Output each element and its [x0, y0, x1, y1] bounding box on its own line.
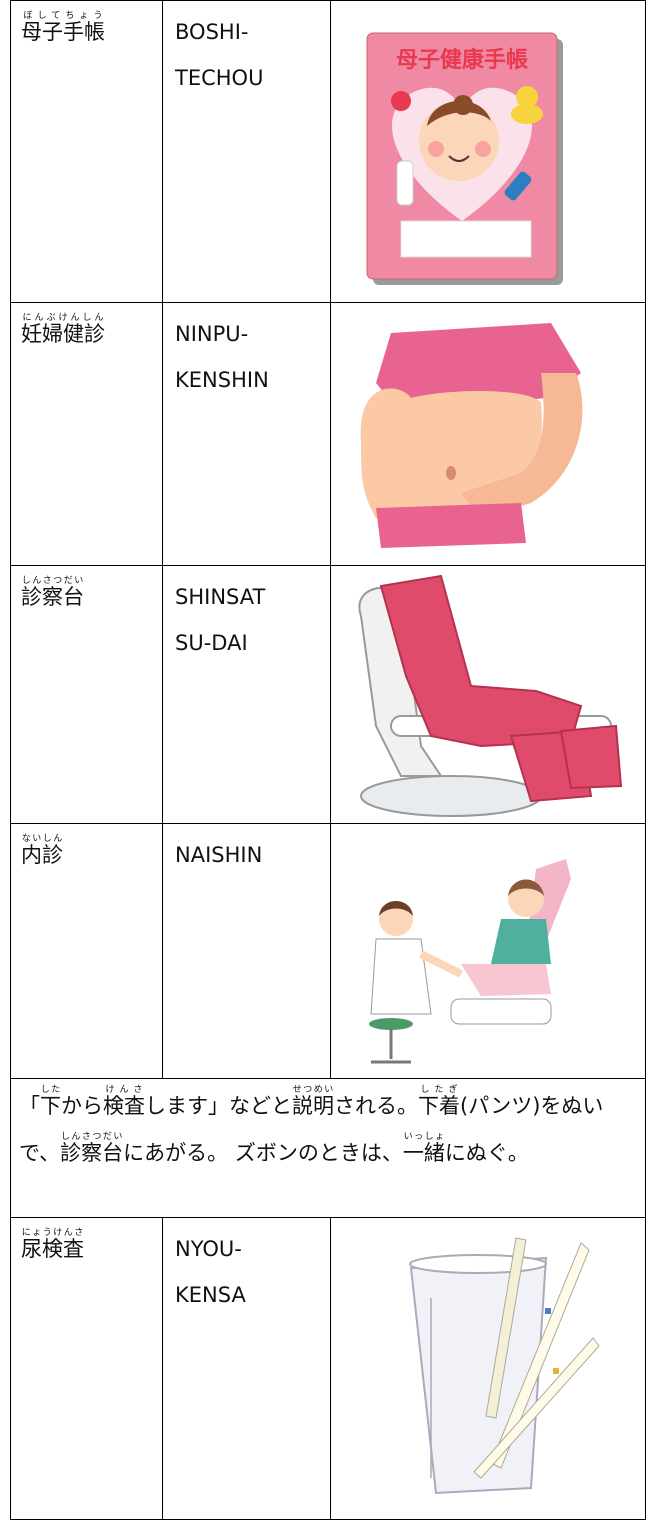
- romaji-cell: NYOU- KENSA: [162, 1217, 331, 1520]
- romaji: SU-DAI: [175, 631, 248, 655]
- note-reading: したぎ: [418, 1085, 460, 1095]
- chair-illustration: [358, 574, 623, 817]
- book-illustration: 母子健康手帳: [366, 32, 563, 285]
- row: 内診ないしん NAISHIN: [10, 823, 646, 1079]
- note-ruby: 診察台しんさつだい: [60, 1133, 124, 1166]
- term-cell: 内診ないしん: [10, 823, 163, 1079]
- note-reading: いっしょ: [402, 1132, 445, 1142]
- term-base: 妊婦健診: [21, 322, 105, 346]
- row: 診察台しんさつだい SHINSAT SU-DAI: [10, 565, 646, 824]
- exam-illustration: [369, 859, 571, 1064]
- term: 妊婦健診にんぷけんしん: [21, 314, 105, 347]
- cover-title: 母子健康手帳: [396, 47, 528, 73]
- term-ruby: にょうけんさ: [21, 1228, 84, 1238]
- note-ruby: 下着したぎ: [418, 1086, 460, 1119]
- term-cell: 診察台しんさつだい: [10, 565, 163, 824]
- term-cell: 母子手帳ぼしてちょう: [10, 0, 163, 303]
- note-reading: けんさ: [103, 1085, 145, 1095]
- term-ruby: にんぷけんしん: [21, 313, 105, 323]
- romaji-cell: SHINSAT SU-DAI: [162, 565, 331, 824]
- note-base: 検査: [103, 1094, 145, 1118]
- term-base: 診察台: [21, 585, 84, 609]
- term-cell: 妊婦健診にんぷけんしん: [10, 302, 163, 566]
- romaji: NINPU-: [175, 322, 249, 346]
- term: 内診ないしん: [21, 835, 63, 868]
- romaji: NAISHIN: [175, 843, 263, 867]
- note-base: 説明: [292, 1094, 334, 1118]
- note-reading: した: [40, 1085, 61, 1095]
- urine-cup-illustration: [409, 1237, 600, 1495]
- row: 尿検査にょうけんさ NYOU- KENSA: [10, 1217, 646, 1520]
- note-reading: しんさつだい: [60, 1132, 124, 1142]
- note-text: します」などと: [145, 1094, 292, 1118]
- note-ruby: 検査けんさ: [103, 1086, 145, 1119]
- note-ruby: 一緒いっしょ: [402, 1133, 445, 1166]
- romaji: KENSHIN: [175, 368, 269, 392]
- romaji-cell: BOSHI- TECHOU: [162, 0, 331, 303]
- vocab-table: 母子手帳ぼしてちょう BOSHI- TECHOU 母子健康手帳 妊婦健診にんぷけん…: [10, 0, 646, 1520]
- term-ruby: しんさつだい: [21, 576, 84, 586]
- note-ruby: 下した: [40, 1086, 61, 1119]
- romaji: TECHOU: [175, 66, 264, 90]
- term: 尿検査にょうけんさ: [21, 1229, 84, 1262]
- row: 「下したから検査けんさします」などと説明せつめいされる。下着したぎ(パンツ)をぬ…: [10, 1078, 646, 1218]
- note-ruby: 説明せつめい: [292, 1086, 334, 1119]
- term-cell: 尿検査にょうけんさ: [10, 1217, 163, 1520]
- note-cell: 「下したから検査けんさします」などと説明せつめいされる。下着したぎ(パンツ)をぬ…: [10, 1078, 646, 1218]
- note-text: にあがる。 ズボンのときは、: [123, 1141, 403, 1165]
- romaji: SHINSAT: [175, 585, 266, 609]
- romaji-cell: NAISHIN: [162, 823, 331, 1079]
- image-cell: [330, 565, 646, 824]
- term: 母子手帳ぼしてちょう: [21, 12, 105, 45]
- term-ruby: ないしん: [21, 834, 63, 844]
- image-cell: [330, 823, 646, 1079]
- term: 診察台しんさつだい: [21, 577, 84, 610]
- romaji-cell: NINPU- KENSHIN: [162, 302, 331, 566]
- term-base: 母子手帳: [21, 20, 105, 44]
- note-base: 下: [40, 1094, 61, 1118]
- term-base: 尿検査: [21, 1237, 84, 1261]
- note-base: 一緒: [402, 1141, 445, 1165]
- note-text: から: [61, 1094, 103, 1118]
- row: 母子手帳ぼしてちょう BOSHI- TECHOU 母子健康手帳: [10, 0, 646, 303]
- image-cell: 母子健康手帳: [330, 0, 646, 303]
- note-reading: せつめい: [292, 1085, 334, 1095]
- image-cell: [330, 1217, 646, 1520]
- note-text: にぬぐ。: [444, 1141, 529, 1165]
- row: 妊婦健診にんぷけんしん NINPU- KENSHIN: [10, 302, 646, 566]
- romaji: KENSA: [175, 1283, 246, 1307]
- note-text: (パンツ)をぬいで、: [19, 1094, 604, 1165]
- romaji: NYOU-: [175, 1237, 242, 1261]
- romaji: BOSHI-: [175, 20, 249, 44]
- note-text: 「: [19, 1094, 40, 1118]
- note-base: 下着: [418, 1094, 460, 1118]
- note-text: される。: [334, 1094, 418, 1118]
- note-base: 診察台: [60, 1141, 124, 1165]
- image-cell: [330, 302, 646, 566]
- belly-illustration: [360, 323, 583, 548]
- term-base: 内診: [21, 843, 63, 867]
- term-ruby: ぼしてちょう: [21, 11, 105, 21]
